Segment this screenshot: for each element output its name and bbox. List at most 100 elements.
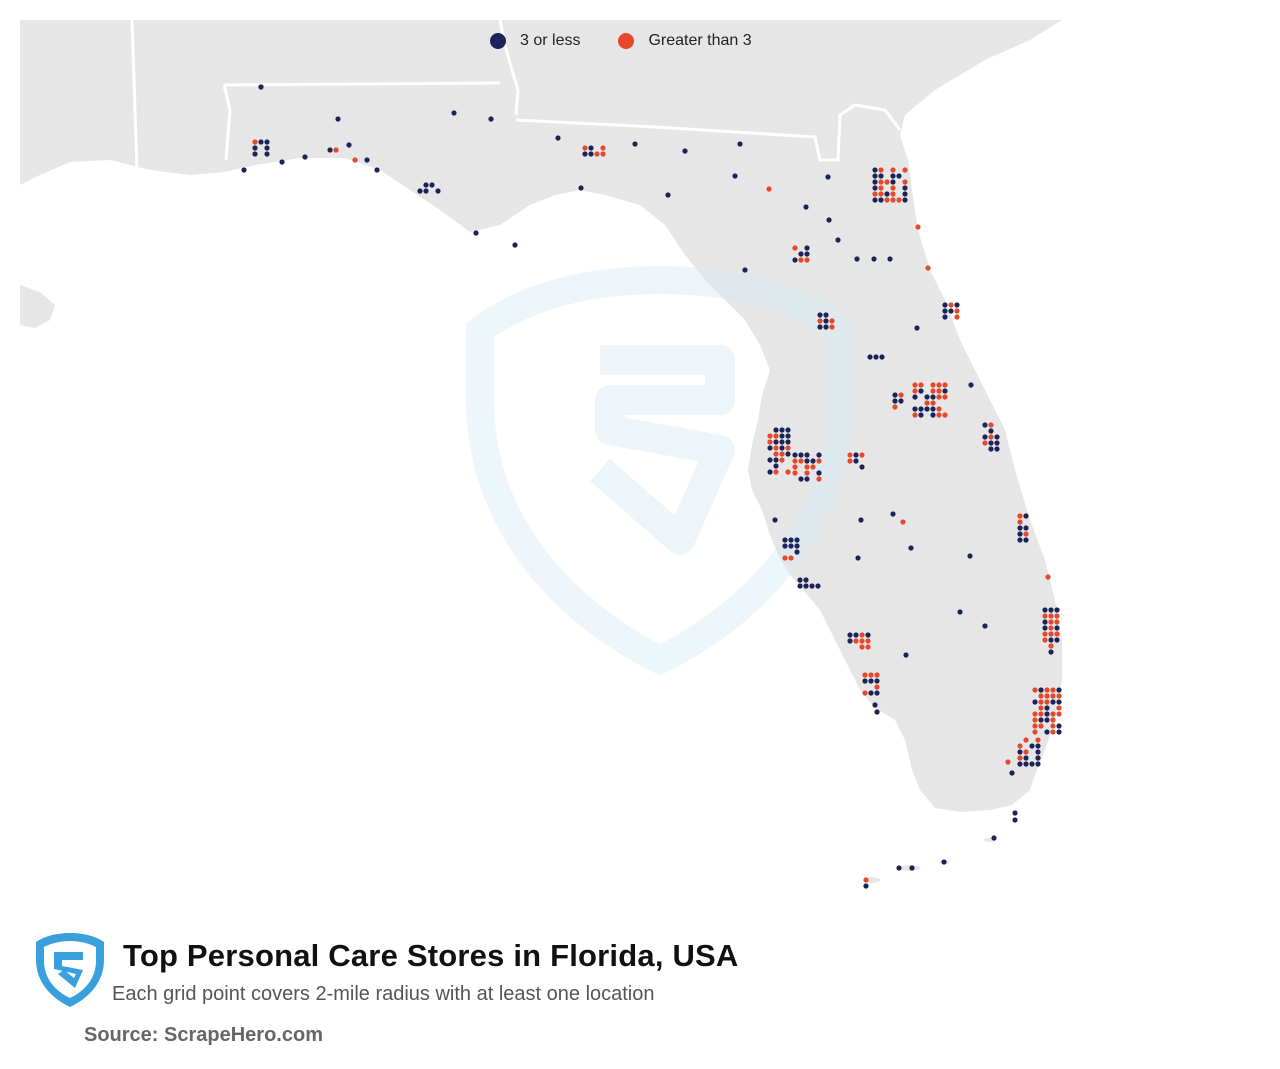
grid-point	[785, 433, 791, 439]
grid-point	[918, 382, 924, 388]
grid-point	[766, 186, 772, 192]
grid-point	[853, 452, 859, 458]
grid-point	[988, 446, 994, 452]
source-credit: Source: ScrapeHero.com	[84, 1024, 323, 1046]
grid-point	[1054, 637, 1060, 643]
grid-point	[874, 672, 880, 678]
grid-point	[816, 458, 822, 464]
grid-point	[829, 318, 835, 324]
grid-point	[1005, 759, 1011, 765]
grid-point	[773, 463, 779, 469]
grid-point	[1017, 749, 1023, 755]
grid-point	[879, 354, 885, 360]
grid-point	[847, 452, 853, 458]
grid-point	[555, 135, 561, 141]
grid-point	[1048, 649, 1054, 655]
grid-point	[868, 678, 874, 684]
grid-point	[1056, 711, 1062, 717]
legend-item-high: Greater than 3	[618, 32, 752, 50]
grid-point	[1042, 637, 1048, 643]
grid-point	[853, 638, 859, 644]
grid-point	[1050, 699, 1056, 705]
grid-point	[1044, 705, 1050, 711]
grid-point	[773, 445, 779, 451]
grid-point	[1056, 729, 1062, 735]
grid-point	[782, 543, 788, 549]
grid-point	[665, 192, 671, 198]
grid-point	[816, 452, 822, 458]
grid-point	[785, 439, 791, 445]
grid-point	[782, 537, 788, 543]
grid-point	[942, 388, 948, 394]
grid-point	[988, 422, 994, 428]
grid-point	[794, 549, 800, 555]
grid-point	[957, 609, 963, 615]
grid-point	[810, 458, 816, 464]
grid-point	[942, 412, 948, 418]
land-mass	[20, 20, 1062, 812]
grid-point	[792, 245, 798, 251]
grid-point	[1045, 574, 1051, 580]
grid-point	[982, 440, 988, 446]
grid-point	[582, 151, 588, 157]
grid-point	[1035, 737, 1041, 743]
grid-point	[924, 400, 930, 406]
grid-point	[1044, 699, 1050, 705]
grid-point	[804, 257, 810, 263]
grid-point	[578, 185, 584, 191]
grid-point	[994, 446, 1000, 452]
grid-point	[1012, 817, 1018, 823]
grid-point	[994, 434, 1000, 440]
grid-point	[767, 457, 773, 463]
grid-point	[792, 458, 798, 464]
grid-point	[912, 406, 918, 412]
grid-point	[804, 458, 810, 464]
grid-point	[804, 476, 810, 482]
grid-point	[942, 308, 948, 314]
grid-point	[1023, 749, 1029, 755]
grid-point	[930, 412, 936, 418]
grid-point	[868, 672, 874, 678]
grid-point	[890, 197, 896, 203]
grid-point	[1050, 693, 1056, 699]
grid-point	[252, 151, 258, 157]
grid-point	[878, 197, 884, 203]
grid-point	[772, 517, 778, 523]
grid-point	[924, 394, 930, 400]
grid-point	[890, 179, 896, 185]
grid-point	[878, 191, 884, 197]
grid-point	[798, 458, 804, 464]
grid-point	[890, 167, 896, 173]
grid-point	[816, 476, 822, 482]
grid-point	[588, 145, 594, 151]
grid-point	[918, 406, 924, 412]
grid-point	[252, 145, 258, 151]
grid-point	[890, 173, 896, 179]
grid-point	[930, 400, 936, 406]
grid-point	[779, 451, 785, 457]
grid-point	[954, 308, 960, 314]
grid-point	[1050, 729, 1056, 735]
grid-point	[855, 555, 861, 561]
grid-point	[912, 382, 918, 388]
grid-point	[900, 519, 906, 525]
grid-point	[982, 623, 988, 629]
grid-point	[773, 457, 779, 463]
grid-point	[435, 188, 441, 194]
grid-point	[853, 632, 859, 638]
grid-point	[794, 543, 800, 549]
grid-point	[823, 312, 829, 318]
grid-point	[798, 257, 804, 263]
grid-point	[948, 308, 954, 314]
grid-point	[767, 469, 773, 475]
grid-point	[767, 433, 773, 439]
grid-point	[1017, 761, 1023, 767]
grid-point	[890, 511, 896, 517]
grid-point	[773, 451, 779, 457]
grid-point	[988, 440, 994, 446]
grid-point	[918, 412, 924, 418]
grid-point	[954, 302, 960, 308]
grid-point	[785, 469, 791, 475]
grid-point	[865, 638, 871, 644]
grid-point	[1017, 519, 1023, 525]
